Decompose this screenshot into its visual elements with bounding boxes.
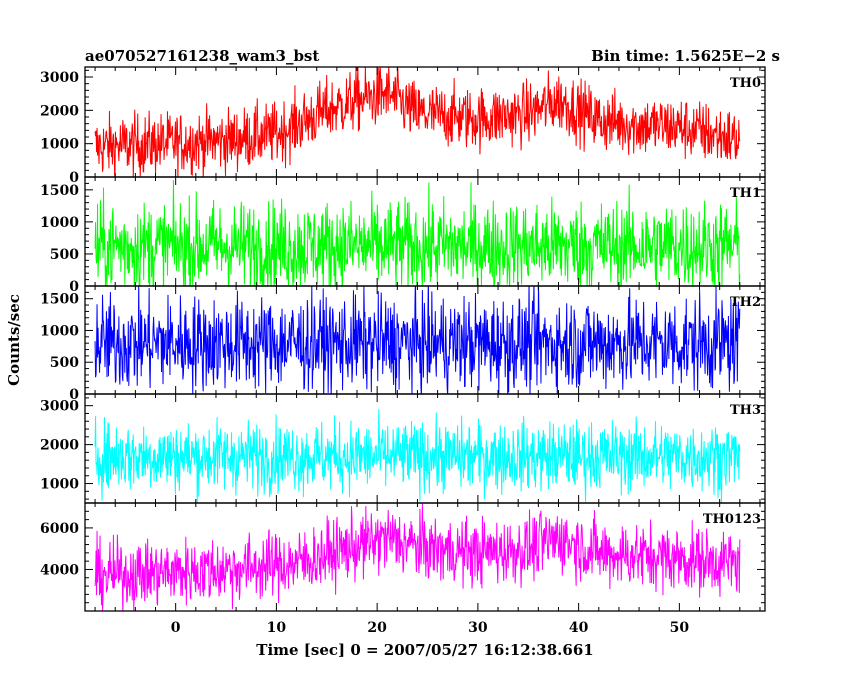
- y-tick-label: 0: [69, 279, 79, 295]
- x-tick-label: 0: [171, 620, 181, 636]
- x-tick-label: 30: [468, 620, 488, 636]
- y-tick-label: 3000: [40, 70, 79, 86]
- y-axis-label: Counts/sec: [5, 294, 23, 386]
- y-tick-label: 6000: [40, 521, 79, 537]
- y-tick-label: 1000: [40, 323, 79, 339]
- x-tick-label: 10: [267, 620, 287, 636]
- y-tick-label: 1000: [40, 215, 79, 231]
- y-tick-label: 0: [69, 387, 79, 403]
- panel-label-th2: TH2: [730, 295, 761, 310]
- y-tick-label: 500: [50, 247, 79, 263]
- series-line-th2: [94, 286, 741, 394]
- x-tick-label: 40: [569, 620, 589, 636]
- y-tick-label: 1000: [40, 137, 79, 153]
- y-tick-label: 2000: [40, 438, 79, 454]
- series-line-th3: [94, 409, 741, 503]
- chart-title: ae070527161238_wam3_bst: [85, 47, 319, 65]
- panel-frame: [84, 502, 766, 612]
- y-tick-label: 3000: [40, 399, 79, 415]
- x-tick-label: 20: [367, 620, 387, 636]
- y-tick-label: 500: [50, 355, 79, 371]
- series-line-th0: [94, 67, 741, 177]
- y-tick-label: 1500: [40, 292, 79, 308]
- panel-label-th3: TH3: [730, 403, 761, 418]
- y-tick-label: 0: [69, 170, 79, 186]
- panel-label-th1: TH1: [730, 186, 761, 201]
- y-tick-label: 1500: [40, 183, 79, 199]
- panel-th0123: 4000 6000 TH0123: [40, 502, 766, 612]
- panel-th3: 1000 2000 3000 TH3: [40, 393, 766, 504]
- series-line-th0123: [94, 503, 741, 611]
- series-line-th1: [94, 180, 741, 286]
- panel-th2: 0 500 1000 1500 TH2: [40, 285, 766, 403]
- y-tick-label: 4000: [40, 562, 79, 578]
- y-tick-label: 1000: [40, 477, 79, 493]
- y-tick-label: 2000: [40, 103, 79, 119]
- panel-label-th0123: TH0123: [703, 512, 761, 527]
- panel-th0: 0 1000 2000 3000 TH0: [40, 66, 766, 186]
- panel-label-th0: TH0: [730, 76, 761, 91]
- x-tick-label: 50: [670, 620, 690, 636]
- x-axis-label: Time [sec] 0 = 2007/05/27 16:12:38.661: [256, 641, 593, 659]
- bin-time-label: Bin time: 1.5625E−2 s: [591, 47, 780, 65]
- panel-th1: 0 500 1000 1500 TH1: [40, 176, 766, 295]
